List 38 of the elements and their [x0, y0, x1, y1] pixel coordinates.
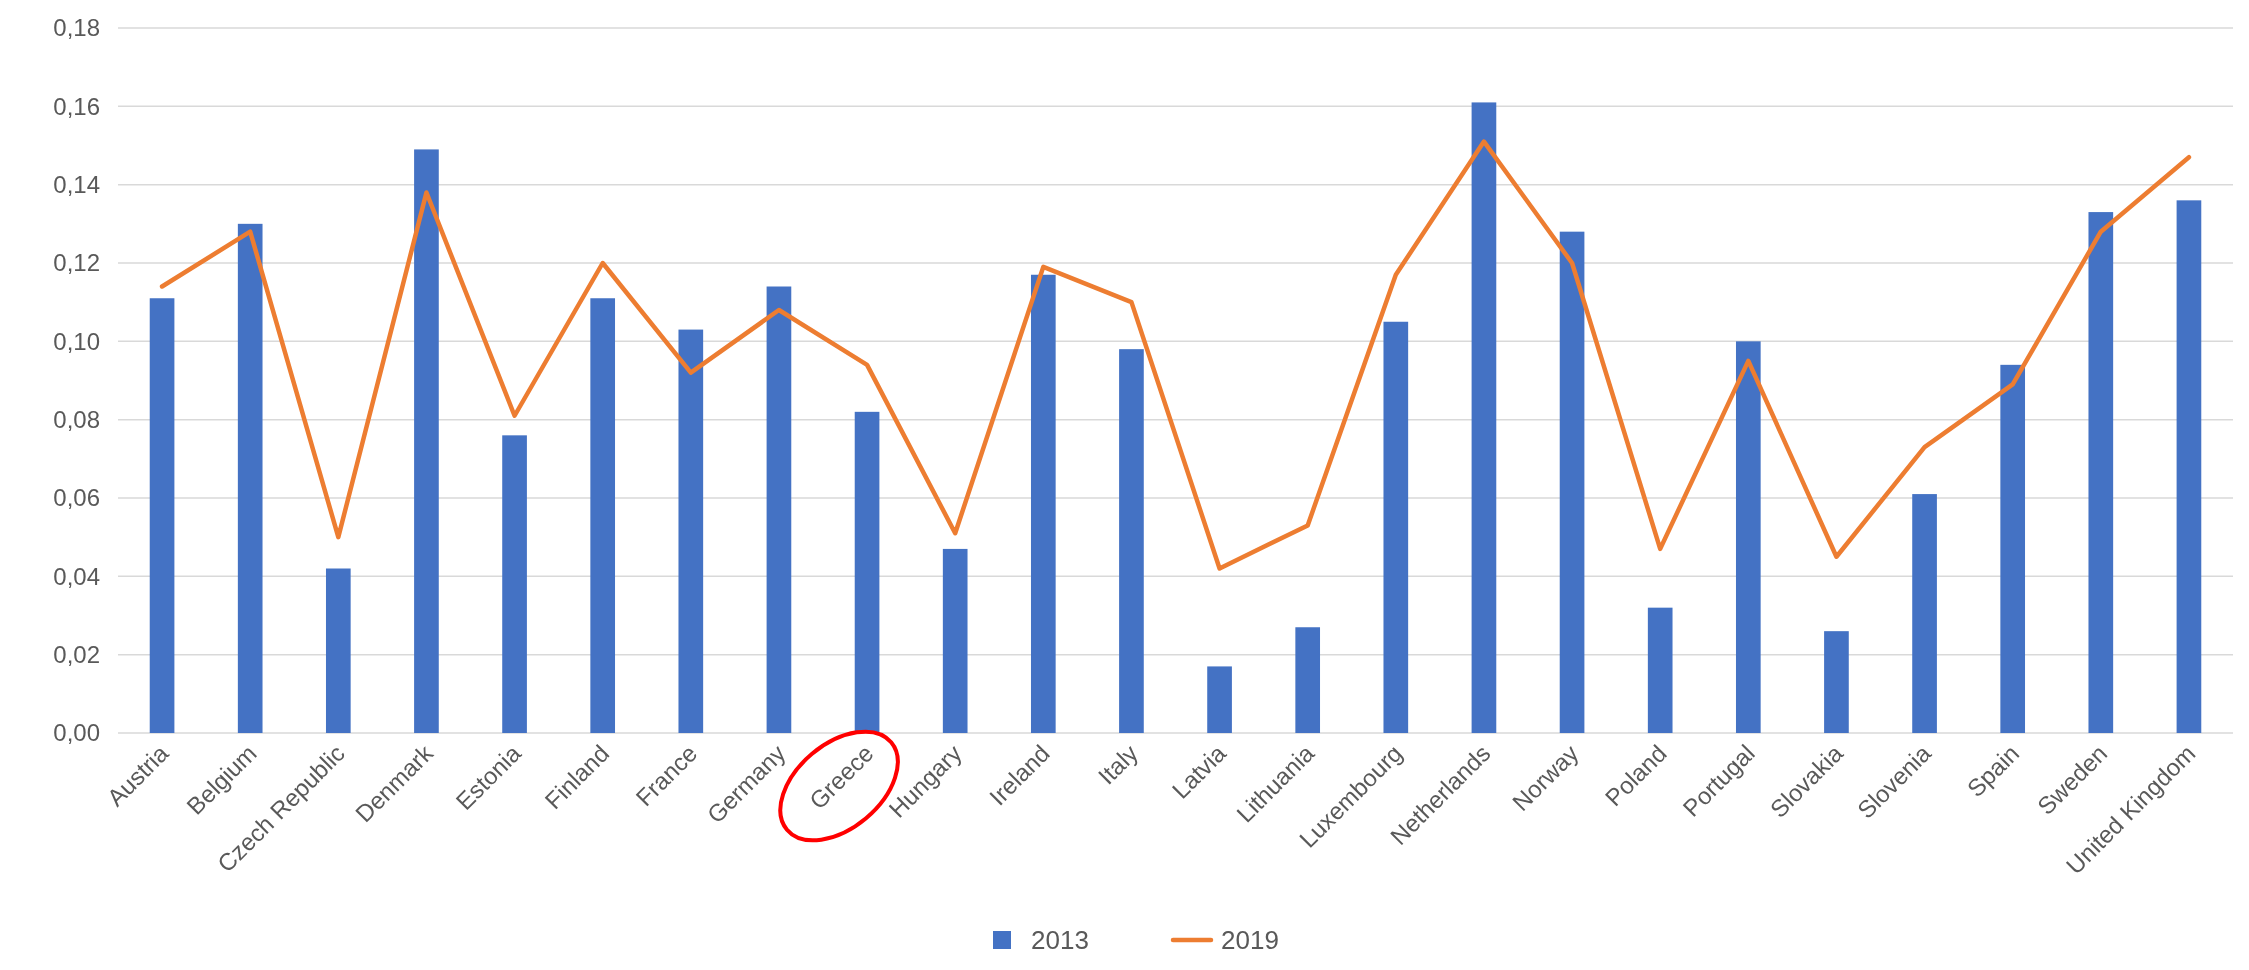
bar	[1559, 231, 1585, 733]
bar	[2176, 200, 2202, 733]
x-tick-label: Italy	[1092, 739, 1143, 790]
bar	[502, 435, 527, 733]
y-tick-label: 0,08	[53, 406, 100, 434]
bar	[2000, 364, 2026, 733]
bar	[1207, 666, 1232, 733]
y-tick-label: 0,06	[53, 484, 100, 512]
bar	[1824, 631, 1849, 733]
legend-label: 2013	[1031, 925, 1089, 956]
bar	[1647, 607, 1673, 733]
bar	[149, 298, 175, 733]
y-tick-label: 0,04	[53, 562, 100, 590]
y-tick-label: 0,02	[53, 641, 100, 669]
bar	[1119, 349, 1144, 733]
legend-label: 2019	[1221, 925, 1279, 956]
bar	[942, 548, 968, 733]
bar	[1295, 627, 1321, 733]
bar	[766, 286, 792, 733]
bar	[2088, 212, 2114, 733]
bar	[1030, 274, 1056, 733]
bar	[590, 298, 616, 733]
bar	[854, 411, 880, 733]
bar	[237, 223, 263, 733]
bar	[678, 329, 704, 733]
y-tick-label: 0,12	[53, 249, 100, 277]
line-series	[159, 139, 2192, 571]
y-tick-label: 0,00	[53, 719, 100, 747]
bar	[414, 149, 439, 733]
y-tick-label: 0,14	[53, 171, 100, 199]
bar	[325, 568, 351, 733]
bar	[1383, 321, 1409, 733]
y-tick-label: 0,10	[53, 327, 100, 355]
y-tick-label: 0,18	[53, 14, 100, 42]
bar	[1735, 341, 1761, 733]
bar	[1471, 102, 1497, 733]
y-tick-label: 0,16	[53, 92, 100, 120]
bar	[1912, 494, 1937, 733]
